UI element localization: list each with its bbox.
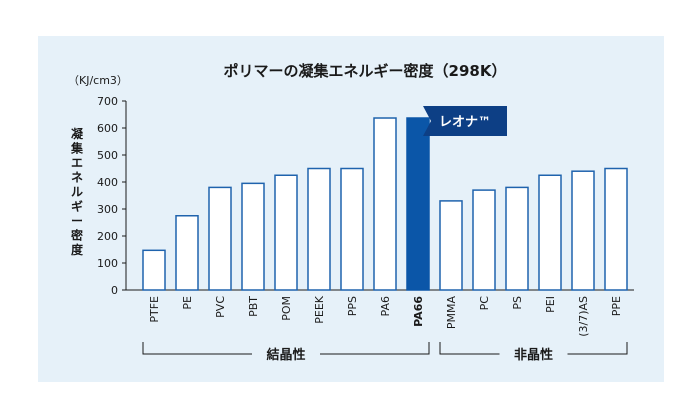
- y-axis-label-char: 集: [70, 141, 84, 156]
- bars: [142, 117, 628, 291]
- y-tick-label: 500: [97, 149, 118, 162]
- category-label: PEI: [544, 296, 557, 313]
- category-label: POM: [280, 296, 293, 321]
- callout-label: レオナ™: [439, 115, 491, 130]
- y-tick-label: 100: [97, 257, 118, 270]
- category-label: PS: [511, 296, 524, 310]
- bar: [571, 170, 595, 291]
- group-brackets: 結晶性 非晶性: [142, 342, 628, 363]
- group-label: 非晶性: [514, 347, 553, 363]
- bar: [208, 186, 232, 291]
- y-tick-label: 700: [97, 95, 118, 108]
- y-axis-label-char: 密: [71, 228, 83, 243]
- bar: [439, 200, 463, 291]
- category-label: PVC: [214, 296, 227, 318]
- y-axis-label-char: エ: [71, 156, 83, 170]
- category-label: PPS: [346, 296, 359, 316]
- group-label: 結晶性: [266, 347, 305, 363]
- category-label: PPE: [610, 296, 623, 316]
- category-label: PTFE: [148, 296, 161, 323]
- y-axis-label-char: ル: [71, 185, 83, 199]
- category-labels: PTFE PE PVC PBT POM PEEK PPS PA6 PA66 PMMA PC PS PEI…: [148, 295, 623, 337]
- callout-shape: [423, 106, 507, 137]
- bar: [373, 117, 397, 291]
- bar: [307, 167, 331, 291]
- bar: [274, 174, 298, 291]
- category-label: PA66: [412, 296, 425, 327]
- category-label: PE: [181, 296, 194, 310]
- unit-label: （KJ/cm3）: [68, 74, 128, 87]
- callout: レオナ™: [423, 106, 507, 137]
- y-tick-label: 0: [111, 284, 118, 297]
- y-axis-label-char: 凝: [71, 126, 84, 141]
- y-axis-label-char: ネ: [71, 171, 83, 185]
- bar: [505, 186, 529, 291]
- bar: [472, 189, 496, 291]
- y-axis-label-char: ー: [71, 214, 83, 228]
- bar: [538, 174, 562, 291]
- y-tick-label: 600: [97, 122, 118, 135]
- category-label: PA6: [379, 296, 392, 316]
- group-label-bg: [499, 345, 568, 363]
- bar: [142, 249, 166, 291]
- bar: [175, 215, 199, 291]
- category-label: PMMA: [445, 296, 458, 330]
- chart-title: ポリマーの凝集エネルギー密度（298K）: [224, 62, 507, 80]
- y-axis-label-char: ギ: [71, 199, 83, 214]
- category-label: PBT: [247, 296, 260, 317]
- bar: [340, 167, 364, 291]
- category-label: (3/7)AS: [577, 296, 590, 337]
- category-label: PC: [478, 296, 491, 311]
- bar: [604, 167, 628, 291]
- y-tick-label: 300: [97, 203, 118, 216]
- category-label: PEEK: [313, 295, 326, 324]
- y-tick-label: 200: [97, 230, 118, 243]
- group-label-bg: [252, 345, 320, 363]
- y-tick-label: 400: [97, 176, 118, 189]
- y-axis-label-char: 度: [71, 242, 84, 257]
- bar: [241, 182, 265, 291]
- y-axis-label: 凝集エネルギー密度: [70, 126, 84, 257]
- bar-highlight: [406, 117, 430, 291]
